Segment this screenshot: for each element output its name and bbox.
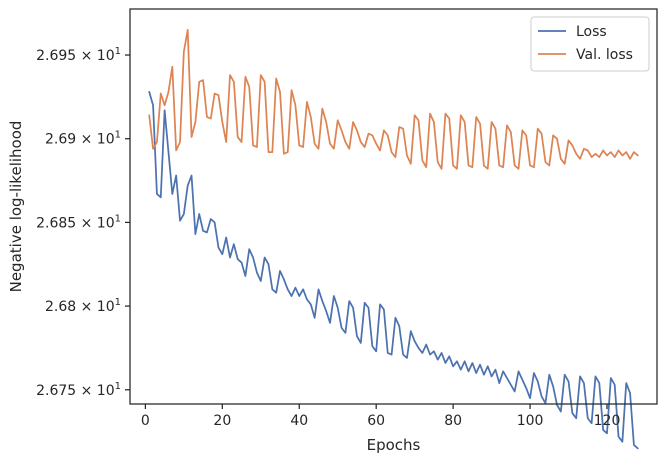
- y-tick-label: 2.685 × 101: [36, 213, 121, 231]
- y-tick-label: 2.69 × 101: [45, 130, 121, 148]
- x-tick-label: 40: [290, 413, 308, 429]
- x-tick-label: 60: [367, 413, 385, 429]
- legend: Loss Val. loss: [530, 16, 650, 72]
- x-axis-title: Epochs: [367, 436, 421, 454]
- legend-label-loss: Loss: [576, 24, 607, 40]
- x-tick-label: 100: [517, 413, 544, 429]
- series-line-val-loss: [148, 29, 639, 170]
- y-axis-ticks: 2.675 × 101 2.68 × 101 2.685 × 101 2.69 × 1…: [36, 46, 130, 399]
- x-axis-ticks: 0 20 40 60 80 100 120: [141, 404, 620, 429]
- plot-frame: [129, 8, 658, 405]
- x-tick-label: 80: [444, 413, 462, 429]
- x-tick-label: 20: [213, 413, 231, 429]
- y-axis-title: Negative log-likelihood: [7, 121, 25, 293]
- legend-label-val-loss: Val. loss: [576, 47, 633, 63]
- y-tick-label: 2.675 × 101: [36, 381, 121, 399]
- series-line-loss: [148, 90, 639, 450]
- x-tick-label: 120: [594, 413, 621, 429]
- x-tick-label: 0: [141, 413, 150, 429]
- y-tick-label: 2.68 × 101: [45, 297, 121, 315]
- y-tick-label: 2.695 × 101: [36, 46, 121, 64]
- series-layer: [148, 29, 639, 450]
